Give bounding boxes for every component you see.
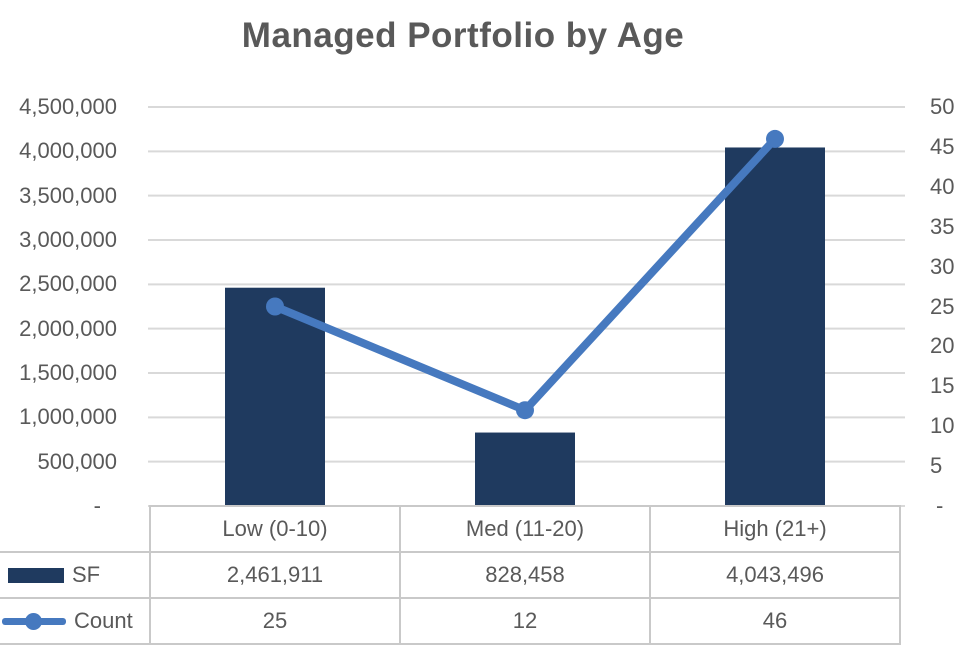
sf-legend-cell: SF [0,551,151,599]
sf-legend-label: SF [72,562,101,587]
left-axis-tick: - [93,493,101,518]
left-axis-tick: 3,000,000 [19,227,117,252]
left-axis-tick: 500,000 [37,448,117,474]
category-header: High (21+) [649,505,901,553]
left-axis-tick: 4,500,000 [19,94,117,119]
sf-value: 828,458 [399,551,651,599]
sf-value: 4,043,496 [649,551,901,599]
right-axis-tick: 20 [930,333,955,359]
count-marker [266,297,284,316]
category-header: Med (11-20) [399,505,651,553]
count-series-key-icon [2,612,66,630]
count-series-marker-icon [25,612,42,630]
count-value: 46 [649,597,901,645]
sf-series-key-icon [8,567,64,583]
right-axis-tick: 25 [930,293,955,319]
right-axis-tick: 5 [930,453,943,479]
sf-bar [475,432,575,506]
right-axis-tick: 40 [930,173,955,199]
right-axis-tick: 10 [930,413,955,439]
count-line [271,134,779,415]
right-axis-tick: 50 [930,94,955,119]
table-corner-blank [0,506,151,553]
right-axis-tick: 15 [930,373,955,399]
count-marker [516,401,534,420]
data-table: Low (0-10) Med (11-20) High (21+) SF 2,461,9… [0,505,901,645]
sf-bar [725,147,825,506]
count-value: 12 [399,597,651,645]
count-marker [766,129,784,148]
sf-legend: SF [0,553,149,597]
right-axis-tick: 35 [930,213,955,239]
right-axis-tick: 45 [930,133,955,159]
left-axis-tick: 1,000,000 [19,404,117,430]
left-axis-tick: 2,000,000 [19,315,117,341]
right-axis-tick: 30 [930,253,955,279]
sf-value: 2,461,911 [149,551,401,599]
left-axis-tick: 2,500,000 [19,271,117,297]
count-legend-label: Count [74,608,133,633]
category-header: Low (0-10) [149,505,401,553]
left-axis-tick: 4,000,000 [19,138,117,164]
count-legend-cell: Count [0,597,151,645]
left-axis-tick: 3,500,000 [19,182,117,208]
right-axis-tick: - [936,493,944,518]
chart-title: Managed Portfolio by Age [241,16,685,55]
count-legend: Count [0,599,149,643]
count-value: 25 [149,597,401,645]
left-axis-tick: 1,500,000 [19,360,117,385]
